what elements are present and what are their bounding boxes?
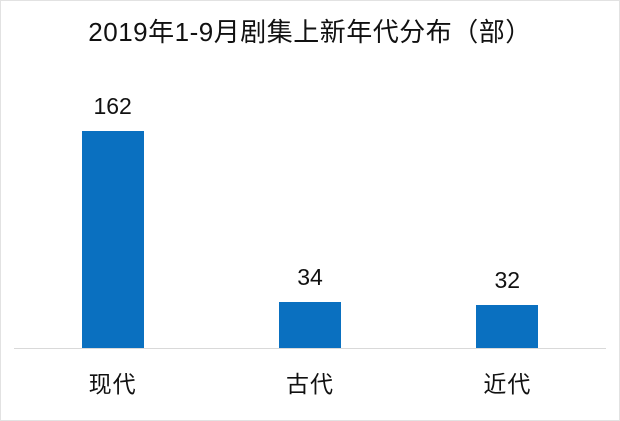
bar-group-modern: 162: [14, 91, 211, 348]
bar-early-modern: [476, 305, 539, 348]
x-axis-label-ancient: 古代: [285, 371, 334, 397]
bar-group-ancient: 34: [211, 91, 408, 348]
plot-area: 162 34 32: [14, 91, 606, 349]
data-label: 162: [93, 93, 132, 119]
bar-ancient: [278, 302, 341, 348]
data-label: 32: [494, 267, 521, 293]
bar-group-early-modern: 32: [409, 91, 606, 348]
data-label: 34: [297, 264, 323, 290]
chart-title: 2019年1-9月剧集上新年代分布（部）: [88, 17, 532, 47]
x-axis-labels: 现代 古代 近代: [14, 352, 606, 397]
x-axis-label-modern: 现代: [88, 371, 137, 397]
x-axis-label-early-modern: 近代: [483, 371, 532, 397]
bar-modern: [81, 131, 144, 348]
